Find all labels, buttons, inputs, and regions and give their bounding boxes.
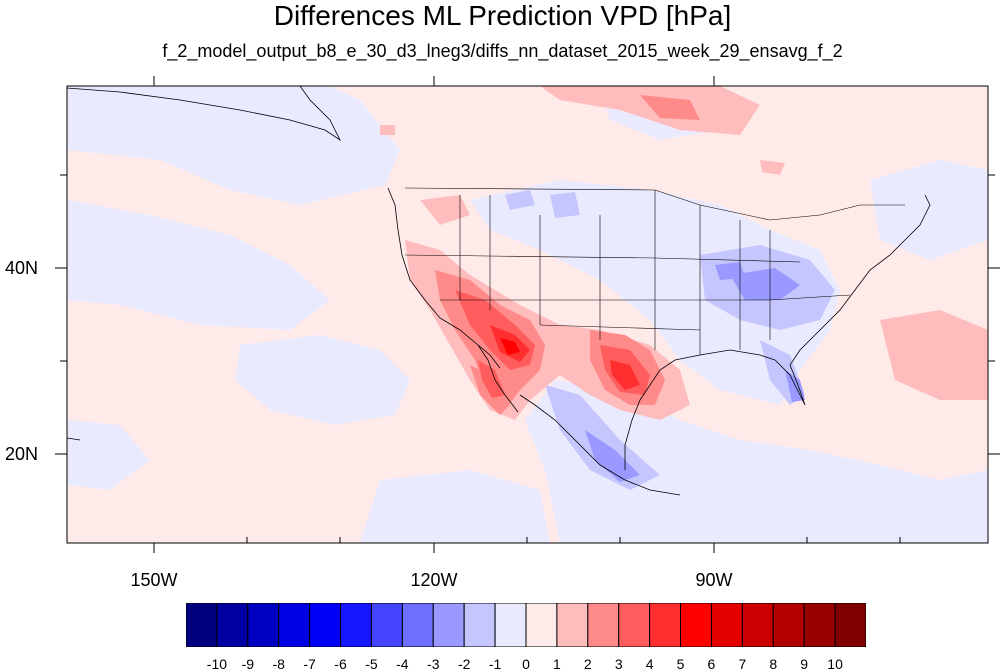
colorbar [186,603,866,647]
map-plot [55,76,1000,553]
colorbar-box [803,603,836,647]
colorbar-box [680,603,712,647]
colorbar-label: 2 [583,656,592,672]
x-tick-label-90w: 90W [695,570,733,590]
colorbar-box [587,603,620,647]
colorbar-label: 3 [614,656,623,672]
colorbar-box [309,603,342,647]
colorbar-label: -4 [396,656,409,672]
colorbar-box [710,603,743,647]
map-subtitle: f_2_model_output_b8_e_30_d3_lneg3/diffs_… [162,41,843,61]
colorbar-label: -7 [303,656,316,672]
colorbar-label: 5 [676,656,685,672]
colorbar-box [741,603,774,647]
colorbar-box [556,603,589,647]
x-tick-marks [153,76,901,553]
colorbar-box [247,603,280,647]
colorbar-label: -9 [241,656,255,672]
colorbar-box [370,603,403,647]
state-borders [404,187,905,355]
colorbar-box [618,603,651,647]
colorbar-box [463,603,496,647]
negative-strong [585,262,805,482]
colorbar-label: 4 [645,656,654,672]
colorbar-box [186,603,218,647]
colorbar-label: 7 [738,656,747,672]
colorbar-label: -6 [334,656,347,672]
colorbar-box [432,603,465,647]
colorbar-label: -3 [427,656,440,672]
positive-peak [500,338,520,355]
y-tick-label-40n: 40N [4,258,38,278]
y-tick-label-20n: 20N [4,444,38,464]
colorbar-box [216,603,249,647]
colorbar-label: 9 [800,656,809,672]
colorbar-label: -8 [272,656,285,672]
colorbar-box [772,603,805,647]
map-title: Differences ML Prediction VPD [hPa] [273,0,732,31]
colorbar-box [834,603,866,647]
colorbar-box [494,603,527,647]
colorbar-box [278,603,311,647]
colorbar-box [340,603,372,647]
y-tick-marks [55,174,1000,455]
x-tick-label-150w: 150W [130,570,178,590]
colorbar-label: -10 [206,656,228,672]
colorbar-label: 1 [553,656,561,672]
colorbar-box [401,603,434,647]
colorbar-box [649,603,682,647]
colorbar-label: -1 [488,656,502,672]
colorbar-label: 8 [769,656,778,672]
colorbar-label: 0 [522,656,530,672]
colorbar-box [525,603,558,647]
coastlines [67,86,931,496]
colorbar-label: 6 [707,656,716,672]
colorbar-label: -5 [365,656,378,672]
colorbar-label: 10 [827,656,843,672]
x-tick-label-120w: 120W [410,570,458,590]
colorbar-label: -2 [457,656,471,672]
